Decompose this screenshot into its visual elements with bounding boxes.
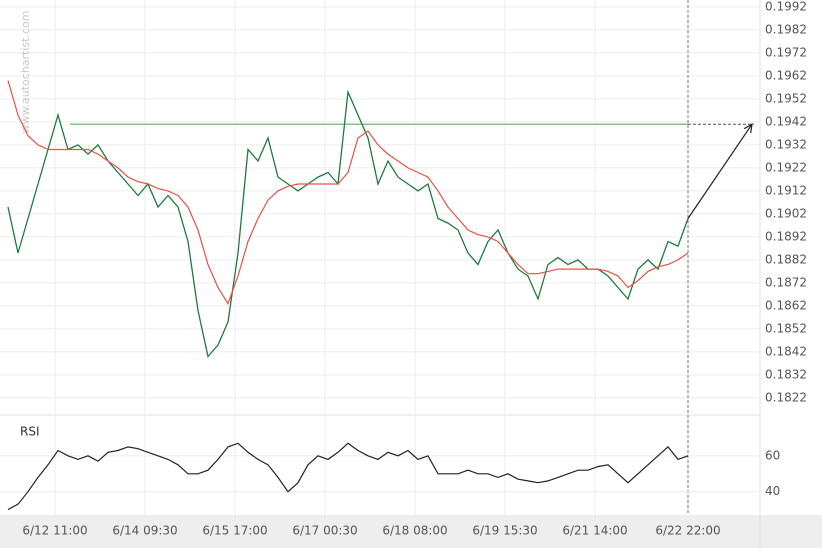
y-tick-label: 60 [765, 448, 780, 462]
panel-title: RSI [20, 425, 40, 439]
y-tick-label: 0.1972 [765, 45, 807, 59]
y-tick-label: 0.1882 [765, 252, 807, 266]
x-tick-label: 6/14 09:30 [112, 524, 177, 538]
y-tick-label: 0.1842 [765, 344, 807, 358]
y-tick-label: 0.1832 [765, 367, 807, 381]
y-tick-label: 0.1992 [765, 0, 807, 13]
price-line [7, 442, 689, 511]
y-tick-label: 0.1852 [765, 321, 807, 335]
watermark: www.autochartist.com [19, 11, 32, 134]
y-tick-label: 0.1912 [765, 183, 807, 197]
y-tick-label: 0.1872 [765, 275, 807, 289]
x-tick-label: 6/21 14:00 [562, 524, 627, 538]
y-tick-label: 0.1862 [765, 298, 807, 312]
x-tick-label: 6/19 15:30 [472, 524, 537, 538]
y-tick-label: 40 [765, 484, 780, 498]
y-tick-label: 0.1922 [765, 160, 807, 174]
x-tick-label: 6/18 08:00 [382, 524, 447, 538]
x-tick-label: 6/15 17:00 [202, 524, 267, 538]
y-tick-label: 0.1952 [765, 91, 807, 105]
y-tick-label: 0.1942 [765, 114, 807, 128]
arrow-head [743, 123, 753, 134]
y-tick-label: 0.1962 [765, 68, 807, 82]
y-tick-label: 0.1902 [765, 206, 807, 220]
x-tick-label: 6/12 11:00 [22, 524, 87, 538]
price-line [7, 80, 689, 305]
forecast-arrow [687, 123, 753, 219]
x-tick-label: 6/17 00:30 [292, 524, 357, 538]
y-tick-label: 0.1892 [765, 229, 807, 243]
y-tick-label: 0.1932 [765, 137, 807, 151]
x-axis-band [0, 515, 822, 548]
panel-separator [0, 414, 760, 416]
y-tick-label: 0.1822 [765, 390, 807, 404]
price-line [7, 89, 689, 358]
x-tick-label: 6/22 22:00 [655, 524, 720, 538]
y-tick-label: 0.1982 [765, 22, 807, 36]
